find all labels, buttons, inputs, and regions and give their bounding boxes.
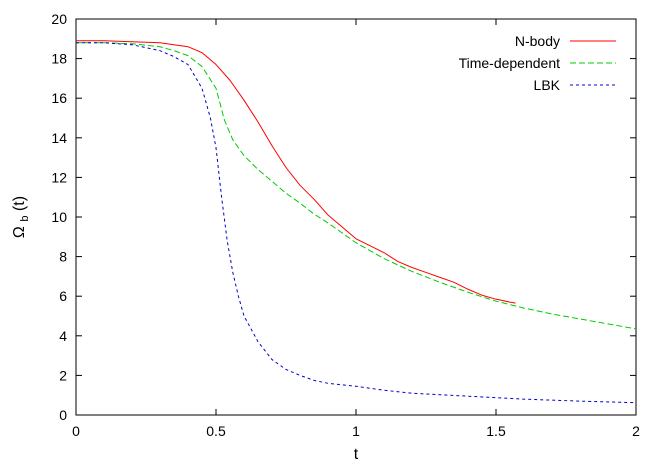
y-tick-label: 8: [59, 249, 67, 265]
y-tick-label: 20: [51, 11, 67, 27]
x-tick-label: 2: [632, 423, 640, 439]
legend-label: N-body: [515, 33, 560, 49]
y-axis-label-main: Ω: [11, 226, 28, 238]
x-tick-label: 1: [352, 423, 360, 439]
y-tick-label: 14: [51, 130, 67, 146]
series-line-lbk: [76, 42, 637, 404]
y-tick-label: 18: [51, 51, 67, 67]
series-line-n-body: [76, 40, 516, 304]
y-tick-label: 12: [51, 169, 67, 185]
y-tick-label: 10: [51, 209, 67, 225]
y-axis-label: Ω b (t): [11, 196, 32, 238]
legend: N-body Time-dependent LBK: [459, 33, 616, 93]
series-layer: [76, 40, 637, 404]
y-tick-label: 16: [51, 90, 67, 106]
y-tick-label: 6: [59, 288, 67, 304]
legend-label: LBK: [534, 77, 561, 93]
y-tick-label: 4: [59, 328, 67, 344]
y-axis-label-suffix: (t): [11, 196, 28, 211]
legend-label: Time-dependent: [459, 55, 561, 71]
y-axis-label-subscript: b: [19, 216, 31, 222]
y-tick-label: 0: [59, 407, 67, 423]
x-tick-label: 0: [72, 423, 80, 439]
y-tick-label: 2: [59, 367, 67, 383]
x-tick-label: 1.5: [486, 423, 506, 439]
x-axis-ticks: 0 0.5 1 1.5 2: [72, 19, 640, 439]
x-axis-label: t: [354, 446, 359, 463]
y-axis-ticks: 0 2 4 6 8 10 12 14 16 18 20: [51, 11, 636, 423]
x-tick-label: 0.5: [206, 423, 226, 439]
